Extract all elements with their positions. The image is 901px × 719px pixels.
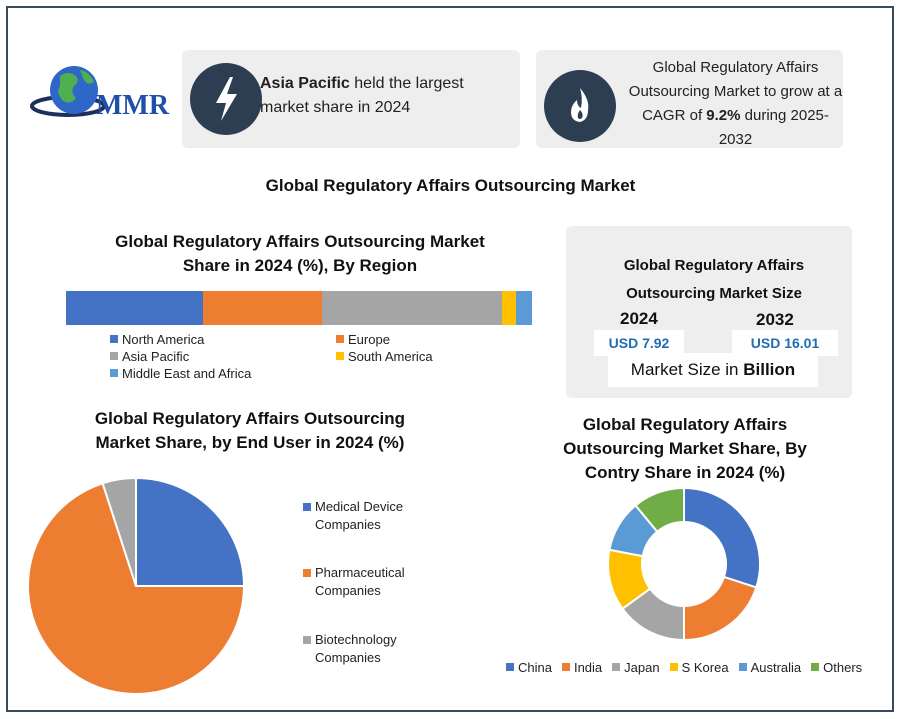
legend-label: Medical Device Companies xyxy=(315,499,404,532)
year-2024: 2024 xyxy=(620,309,658,328)
legend-label: Japan xyxy=(624,660,660,675)
legend-label: Australia xyxy=(750,660,802,675)
asia-pacific-text: held the largest market share in 2024 xyxy=(260,75,464,116)
legend-swatch xyxy=(738,663,747,671)
legend-item-india: India xyxy=(561,660,603,675)
country-donut-chart xyxy=(607,486,761,642)
slice-pharmaceutical-companies xyxy=(27,482,246,695)
legend-swatch xyxy=(669,663,678,671)
bar-segment-south-america xyxy=(501,291,516,325)
mmr-logo xyxy=(30,66,106,117)
asia-pacific-card: Asia Pacific held the largest market sha… xyxy=(182,50,520,148)
slice-china xyxy=(683,486,761,589)
value-2024: USD 7.92 xyxy=(594,330,684,356)
region-stacked-bar xyxy=(66,291,532,325)
legend-label: Asia Pacific xyxy=(122,349,190,364)
fire-icon xyxy=(544,70,616,142)
enduser-pie-chart xyxy=(27,476,246,695)
legend-item-japan: Japan xyxy=(612,660,660,675)
legend-item-north-america: North America xyxy=(110,332,204,347)
legend-swatch xyxy=(506,663,514,671)
legend-label: South America xyxy=(348,349,433,364)
market-size-title-line2: Outsourcing Market Size xyxy=(626,285,802,302)
cagr-text-after: during 2025-2032 xyxy=(718,107,829,148)
legend-item-australia: Australia xyxy=(738,660,802,675)
bar-segment-middle-east-and-africa xyxy=(515,291,532,325)
cagr-text-before: Global Regulatory Affairs Outsourcing Ma… xyxy=(628,59,843,124)
main-title: Global Regulatory Affairs Outsourcing Ma… xyxy=(265,176,636,195)
legend-item-south-america: South America xyxy=(336,349,433,364)
legend-swatch xyxy=(110,369,118,377)
legend-label: Middle East and Africa xyxy=(122,366,252,381)
legend-label: S Korea xyxy=(681,660,729,675)
bar-segment-north-america xyxy=(66,291,204,325)
market-size-card: Global Regulatory Affairs Outsourcing Ma… xyxy=(566,226,852,398)
slice-india xyxy=(683,575,758,642)
bar-segment-europe xyxy=(203,291,323,325)
cagr-value: 9.2% xyxy=(706,107,741,124)
legend-label: Biotechnology Companies xyxy=(315,632,397,665)
legend-label: Pharmaceutical Companies xyxy=(315,565,405,598)
logo-text: MMR xyxy=(96,90,170,121)
legend-label: Others xyxy=(823,660,863,675)
legend-swatch xyxy=(336,352,344,360)
asia-pacific-bold: Asia Pacific xyxy=(260,75,350,92)
legend-label: North America xyxy=(122,332,205,347)
market-size-title-line1: Global Regulatory Affairs xyxy=(623,257,805,274)
value-2032: USD 16.01 xyxy=(732,330,838,356)
slice-others xyxy=(634,486,685,534)
country-chart-title: Global Regulatory Affairs Outsourcing Ma… xyxy=(563,415,807,482)
cagr-card: Global Regulatory Affairs Outsourcing Ma… xyxy=(536,50,843,148)
legend-label: India xyxy=(573,660,603,675)
lightning-icon xyxy=(190,63,262,135)
legend-item-middle-east-and-africa: Middle East and Africa xyxy=(110,366,251,381)
legend-swatch xyxy=(110,352,118,360)
slice-medical-device-companies xyxy=(135,476,246,587)
legend-swatch xyxy=(612,663,621,671)
legend-swatch xyxy=(561,663,570,671)
legend-label: Europe xyxy=(348,332,390,347)
region-chart-title: Global Regulatory Affairs Outsourcing Ma… xyxy=(115,232,485,275)
legend-swatch xyxy=(303,569,311,577)
year-2032: 2032 xyxy=(756,310,794,329)
market-size-unit: Market Size in Billion xyxy=(608,353,818,387)
legend-item-others: Others xyxy=(811,660,862,675)
legend-swatch xyxy=(336,335,344,343)
legend-swatch xyxy=(303,636,311,644)
legend-label: China xyxy=(518,660,552,675)
legend-swatch xyxy=(811,663,820,671)
legend-swatch xyxy=(303,503,311,511)
legend-item-europe: Europe xyxy=(336,332,390,347)
legend-swatch xyxy=(110,335,118,343)
legend-item-china: China xyxy=(506,660,552,675)
country-legend: China India Japan S Korea Australia Others xyxy=(506,660,872,675)
legend-item-asia-pacific: Asia Pacific xyxy=(110,349,189,364)
infographic-frame xyxy=(6,6,894,712)
enduser-chart-title: Global Regulatory Affairs Outsourcing Ma… xyxy=(94,409,406,452)
legend-item-s-korea: S Korea xyxy=(669,660,729,675)
slice-biotechnology-companies xyxy=(101,476,137,587)
bar-segment-asia-pacific xyxy=(322,291,502,325)
